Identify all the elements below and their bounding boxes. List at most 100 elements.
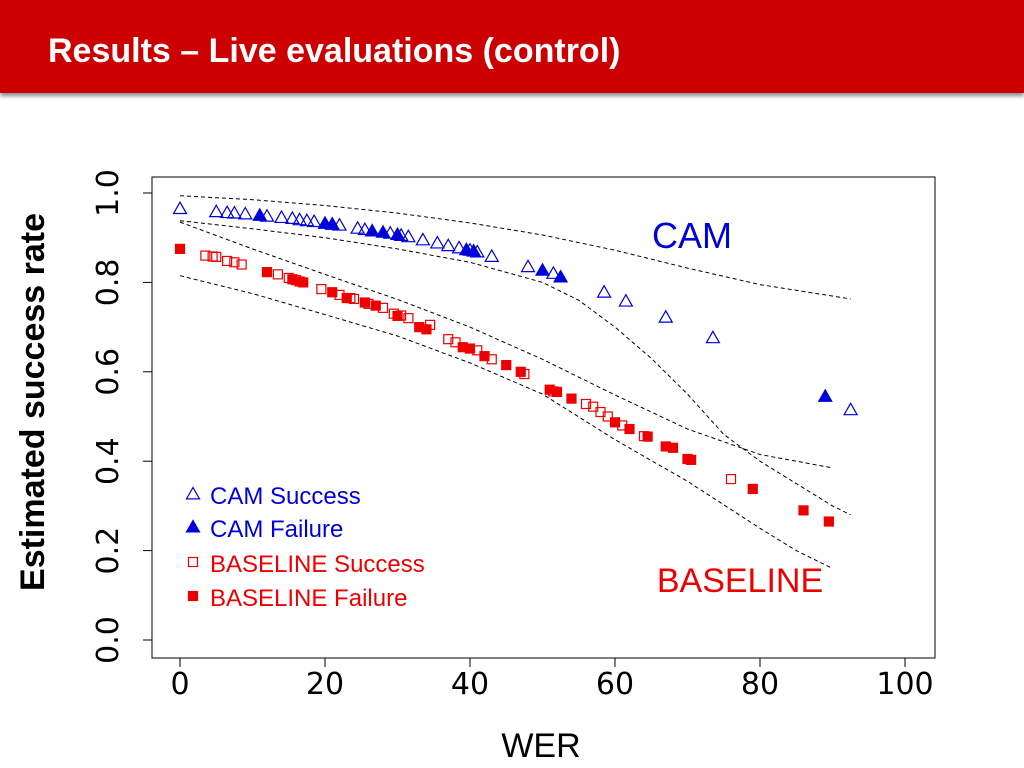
baseline-failure-point: [798, 505, 809, 516]
legend-label: CAM Failure: [210, 516, 343, 543]
cam-success-point: [400, 229, 416, 243]
cam-success-point: [705, 330, 721, 344]
baseline-failure-point: [479, 351, 490, 362]
y-tick-label: 0.0: [91, 616, 126, 664]
cam-success-point: [618, 293, 634, 307]
baseline-failure-point: [392, 310, 403, 322]
cam-success-point: [226, 205, 242, 219]
y-tick-label: 0.2: [91, 527, 126, 575]
baseline-success-point: [200, 250, 211, 261]
cam-success-point: [237, 206, 253, 220]
legend-item-baseline-success: BASELINE Success: [187, 551, 425, 578]
x-tick-label: 40: [451, 667, 489, 702]
y-tick-label: 0.6: [91, 348, 126, 396]
baseline-failure-point: [370, 300, 381, 311]
cam-failure-point: [364, 223, 380, 237]
baseline-success-point: [725, 473, 737, 485]
cam-success-point: [273, 209, 290, 224]
cam-success-point: [658, 309, 674, 323]
x-axis-title: WER: [501, 727, 580, 765]
series-cam-failure: [252, 207, 833, 402]
y-tick-label: 0.8: [91, 259, 126, 307]
legend-marker: [187, 590, 199, 602]
baseline-failure-point: [421, 324, 432, 335]
y-axis-title: Estimated success rate: [14, 213, 52, 591]
x-axis: 0 20 40 60 80 100: [170, 657, 934, 702]
baseline-success-point: [443, 334, 454, 345]
legend-item-cam-success: CAM Success: [185, 483, 361, 510]
y-axis: 0.0 0.2 0.4 0.6 0.8 1.0: [91, 169, 153, 664]
x-tick-label: 20: [306, 667, 344, 702]
legend: CAM Success CAM Failure BASELINE Success BA…: [185, 483, 425, 612]
baseline-success-point: [602, 411, 613, 422]
x-tick-label: 80: [741, 667, 779, 702]
cam-success-point: [219, 204, 235, 219]
legend-marker: [185, 519, 201, 533]
cam-success-point: [172, 200, 188, 215]
cam-failure-point: [817, 388, 833, 402]
cam-success-point: [299, 213, 315, 227]
baseline-success-point: [236, 259, 247, 270]
cam-success-point: [843, 402, 859, 416]
y-tick-label: 1.0: [91, 169, 126, 217]
legend-label: BASELINE Failure: [210, 585, 407, 612]
cam-success-point: [350, 220, 366, 234]
baseline-failure-point: [551, 386, 563, 398]
cam-success-point: [545, 265, 561, 279]
cam-failure-point: [375, 224, 391, 238]
baseline-failure-point: [747, 483, 758, 495]
legend-label: CAM Success: [210, 483, 361, 510]
x-tick-label: 100: [876, 667, 933, 702]
cam-failure-point: [466, 243, 482, 257]
legend-item-baseline-failure: BASELINE Failure: [187, 585, 407, 612]
cam-failure-point: [324, 216, 340, 230]
baseline-band-lower: [179, 275, 833, 569]
cam-success-point: [451, 240, 467, 254]
baseline-failure-point: [609, 417, 621, 428]
slide-title: Results – Live evaluations (control): [48, 32, 621, 70]
cam-band-upper: [179, 195, 851, 300]
baseline-failure-point: [642, 431, 653, 442]
cam-failure-point: [389, 226, 406, 241]
cam-band-lower: [179, 220, 851, 516]
cam-success-point: [484, 248, 500, 262]
baseline-success-point: [211, 251, 222, 263]
baseline-failure-point: [341, 292, 352, 304]
baseline-failure-point: [261, 267, 273, 278]
baseline-band-upper: [179, 221, 833, 469]
legend-item-cam-failure: CAM Failure: [185, 516, 343, 543]
baseline-failure-point: [515, 366, 526, 377]
baseline-failure-point: [667, 442, 679, 453]
cam-annotation: CAM: [652, 215, 732, 256]
y-tick-label: 0.4: [91, 437, 126, 485]
baseline-success-point: [229, 257, 240, 268]
baseline-success-point: [588, 401, 599, 412]
confidence-bands: [179, 195, 851, 569]
x-tick-label: 60: [596, 667, 634, 702]
title-bar: Results – Live evaluations (control): [0, 0, 1024, 93]
cam-success-point: [306, 213, 322, 228]
baseline-failure-point: [298, 277, 309, 288]
baseline-success-point: [272, 269, 283, 280]
baseline-failure-point: [686, 454, 697, 465]
cam-success-point: [208, 204, 224, 218]
cam-success-point: [415, 232, 431, 246]
baseline-failure-point: [566, 393, 577, 404]
baseline-success-point: [403, 313, 414, 324]
baseline-failure-point: [359, 297, 370, 308]
baseline-failure-point: [624, 423, 635, 435]
series-baseline-failure: [174, 243, 834, 527]
data-points: [172, 200, 859, 527]
series-baseline-success: [200, 250, 737, 485]
legend-marker: [185, 486, 201, 500]
baseline-failure-point: [327, 287, 338, 298]
cam-success-point: [357, 221, 373, 236]
cam-failure-point: [553, 269, 569, 283]
legend-label: BASELINE Success: [210, 551, 425, 578]
baseline-success-point: [316, 284, 327, 295]
x-tick-label: 0: [170, 667, 189, 702]
baseline-success-point: [580, 398, 592, 410]
legend-marker: [187, 556, 199, 568]
cam-success-point: [520, 259, 536, 273]
